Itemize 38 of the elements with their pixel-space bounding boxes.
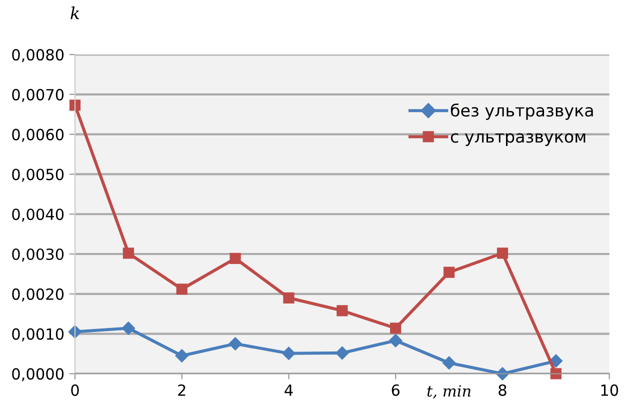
legend-label: без ультразвука [450,103,593,120]
y-tick-label: 0,0040 [12,208,64,222]
x-tick-label: 10 [601,384,618,396]
y-tick-label: 0,0010 [12,328,64,342]
x-tick-label: 0 [71,384,79,396]
x-tick-label: 8 [498,384,506,396]
point [390,322,402,334]
point [283,292,294,304]
point [444,266,455,278]
point [496,248,508,259]
point [175,349,188,362]
x-axis-title: t, min [427,385,471,399]
point [68,325,82,338]
x-tick-label: 2 [178,384,186,396]
point [442,356,456,370]
x-tick-label: 6 [392,384,400,396]
point [122,322,136,335]
point [228,337,242,350]
point [549,354,563,368]
y-tick-label: 0,0020 [12,288,64,302]
y-tick-label: 0,0050 [12,168,64,182]
point [550,368,562,380]
legend-label: с ультразвуком [450,133,586,146]
y-tick-label: 0,0060 [12,128,64,142]
y-tick-label: 0,0080 [12,49,64,62]
point [336,305,348,316]
point [230,252,241,264]
point [389,334,402,348]
point [336,346,349,360]
y-axis-title: k [70,6,80,20]
x-tick-label: 4 [284,384,293,396]
y-tick-label: 0,0000 [12,368,64,382]
y-tick-label: 0,0070 [12,88,64,102]
y-tick-label: 0,0030 [12,248,64,262]
point [69,100,81,111]
point [176,284,188,295]
point [122,248,134,259]
point [282,346,296,360]
